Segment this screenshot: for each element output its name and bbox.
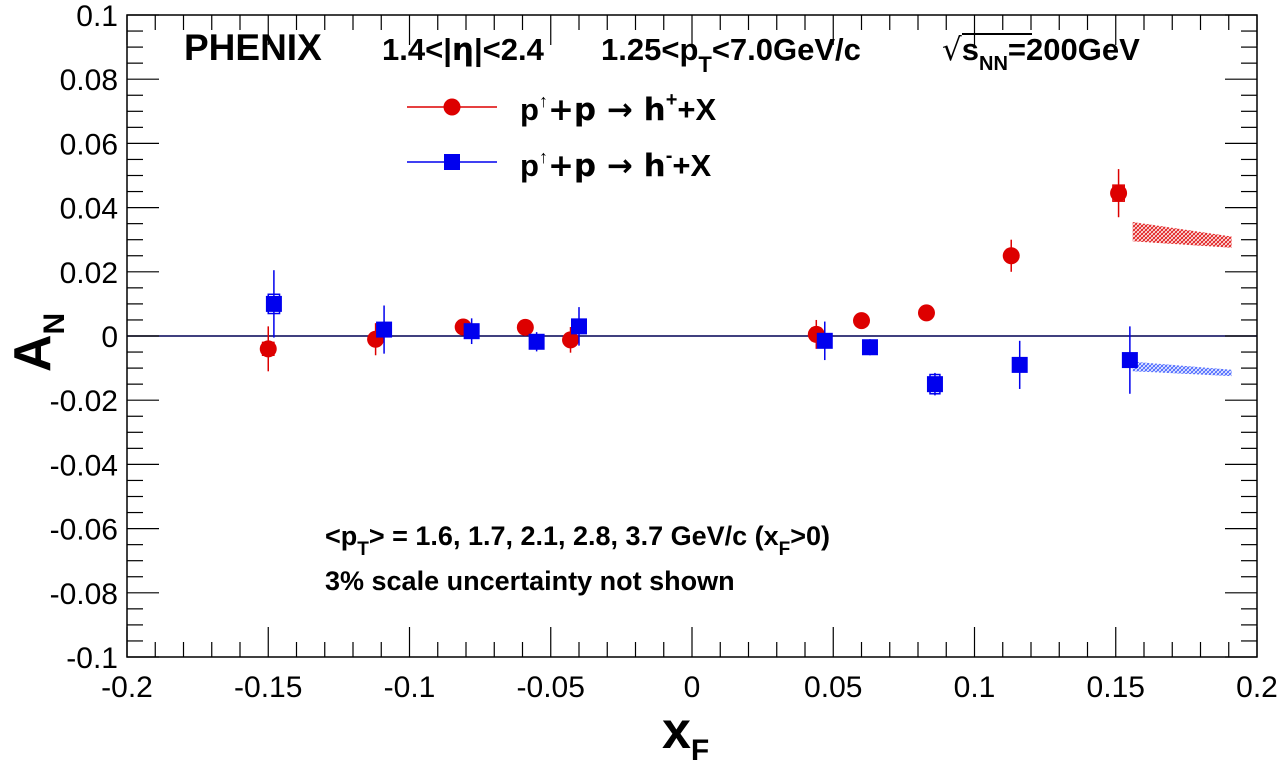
x-tick-label: 0	[684, 671, 701, 704]
data-point	[463, 323, 480, 340]
x-tick-label: -0.05	[517, 671, 585, 704]
data-point	[816, 332, 833, 349]
theory-band-hplus	[1132, 222, 1232, 248]
data-point	[1002, 247, 1020, 265]
data-point	[1110, 184, 1128, 202]
data-point	[562, 331, 580, 349]
y-tick-label: 0.04	[60, 193, 118, 226]
data-point	[516, 318, 534, 336]
y-tick-label: -0.06	[50, 514, 118, 547]
x-tick-label: -0.15	[234, 671, 302, 704]
data-series	[259, 169, 1138, 396]
data-point	[917, 304, 935, 322]
legend: p↑+p → h++X p↑+p → h-+X	[407, 89, 717, 184]
theory-bands	[1132, 222, 1232, 377]
y-tick-label: 0.1	[76, 0, 118, 33]
x-tick-label: 0.2	[1236, 671, 1278, 704]
data-point	[528, 333, 545, 350]
y-tick-label: -0.04	[50, 449, 118, 482]
y-tick-label: -0.02	[50, 385, 118, 418]
data-point	[265, 295, 282, 312]
legend-marker-hminus	[444, 154, 460, 170]
y-tick-label: 0.08	[60, 64, 118, 97]
data-point	[1121, 352, 1138, 369]
theory-band-hminus	[1132, 361, 1232, 377]
y-tick-labels: 0.1 0.08 0.06 0.04 0.02 0 -0.02 -0.04 -0.06 -0.08…	[50, 0, 118, 675]
data-point	[259, 340, 277, 358]
data-point	[571, 318, 587, 335]
legend-label-hminus: p↑+p → h-+X	[520, 145, 712, 184]
x-tick-label: 0.15	[1087, 671, 1145, 704]
x-axis-title: xF	[662, 702, 709, 767]
x-tick-label: 0.1	[954, 671, 996, 704]
energy-label: √sNN=200GeV	[942, 32, 1140, 75]
y-tick-label: -0.1	[66, 642, 118, 675]
scale-uncertainty-note: 3% scale uncertainty not shown	[325, 566, 735, 596]
series-hminus	[265, 270, 1138, 396]
legend-marker-hplus	[443, 98, 461, 116]
y-tick-label: -0.08	[50, 578, 118, 611]
axis-ticks	[126, 14, 1258, 658]
mean-pt-annotation: <pT> = 1.6, 1.7, 2.1, 2.8, 3.7 GeV/c (xF…	[325, 521, 830, 560]
data-point	[376, 321, 393, 338]
x-tick-labels: -0.2 -0.15 -0.1 -0.05 0 0.05 0.1 0.15 0.2	[101, 671, 1278, 704]
legend-label-hplus: p↑+p → h++X	[520, 89, 717, 128]
x-tick-label: -0.1	[384, 671, 436, 704]
x-tick-label: 0.05	[804, 671, 862, 704]
data-point	[861, 339, 878, 356]
y-tick-label: 0.02	[60, 257, 118, 290]
y-tick-label: 0.06	[60, 128, 118, 161]
eta-range-label: 1.4<|η|<2.4	[382, 32, 545, 68]
series-hplus	[259, 169, 1128, 372]
data-point	[853, 312, 870, 330]
data-point	[1011, 356, 1028, 373]
x-tick-label: -0.2	[101, 671, 153, 704]
data-point	[926, 376, 943, 393]
experiment-label: PHENIX	[184, 27, 322, 68]
pt-range-label: 1.25<pT<7.0GeV/c	[601, 32, 861, 77]
y-tick-label: 0	[101, 321, 118, 354]
y-axis-title: AN	[4, 313, 71, 372]
